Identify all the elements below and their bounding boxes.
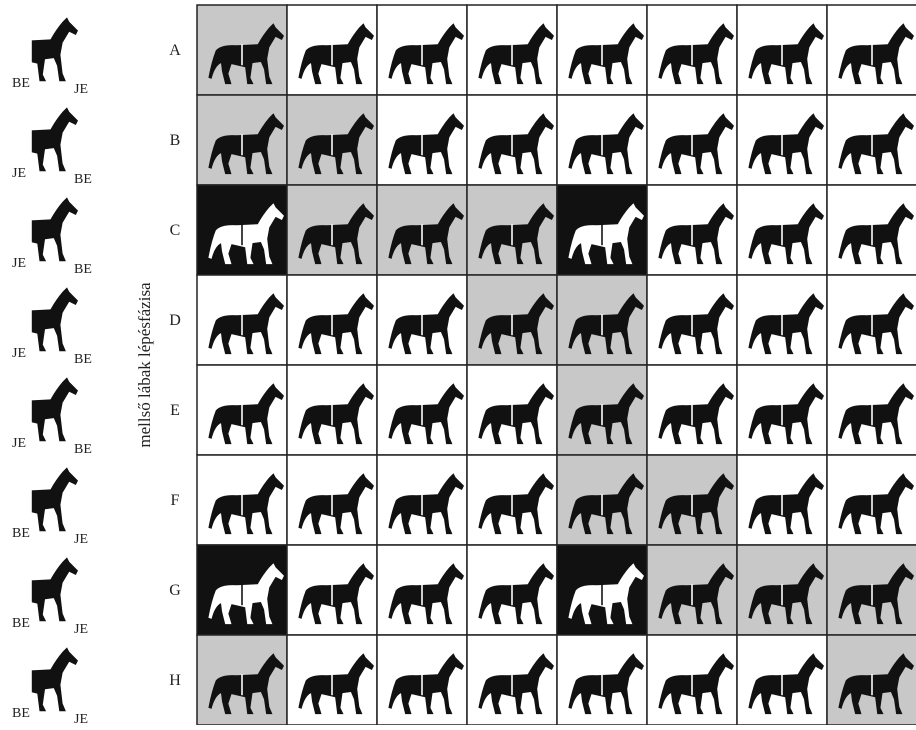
icon-label-right: BE — [74, 352, 92, 367]
cell — [826, 364, 916, 456]
cell — [196, 4, 288, 96]
icon-label-right: BE — [74, 262, 92, 277]
icon-label-left: BE — [12, 706, 30, 721]
axis-label: mellső lábak lépésfázisa — [135, 282, 154, 448]
cell — [736, 184, 828, 276]
icon-label-right: BE — [74, 172, 92, 187]
icon-label-right: JE — [74, 712, 88, 725]
cell — [376, 184, 468, 276]
icon-label-right: JE — [74, 622, 88, 637]
cell — [286, 634, 378, 726]
icon-label-left: JE — [12, 166, 26, 181]
cell — [826, 94, 916, 186]
cell — [286, 364, 378, 456]
leg-icon — [31, 377, 78, 442]
cell — [736, 94, 828, 186]
cell — [826, 4, 916, 96]
row-label: A — [169, 42, 181, 59]
cell — [646, 454, 738, 546]
cell — [646, 544, 738, 636]
cell — [736, 4, 828, 96]
row-label: E — [170, 402, 180, 419]
cell — [466, 274, 558, 366]
cell — [466, 94, 558, 186]
cell — [286, 454, 378, 546]
cell — [646, 184, 738, 276]
icon-label-left: BE — [12, 616, 30, 631]
row-label: G — [169, 582, 181, 599]
cell — [196, 544, 288, 636]
cell — [826, 184, 916, 276]
cell — [826, 634, 916, 726]
leg-icon — [31, 287, 78, 352]
cell — [196, 634, 288, 726]
cell — [736, 364, 828, 456]
cell — [646, 364, 738, 456]
leg-icon — [31, 107, 78, 172]
leg-icon — [31, 17, 78, 82]
leg-icon — [31, 197, 78, 262]
cell — [286, 274, 378, 366]
cell — [826, 454, 916, 546]
cell — [376, 364, 468, 456]
cell — [196, 274, 288, 366]
row-label: C — [170, 222, 181, 239]
cell — [466, 184, 558, 276]
cell — [376, 634, 468, 726]
icon-label-left: BE — [12, 76, 30, 91]
cell — [286, 94, 378, 186]
cell — [556, 274, 648, 366]
cell — [466, 4, 558, 96]
cell — [556, 544, 648, 636]
icon-label-left: JE — [12, 256, 26, 271]
cell — [466, 364, 558, 456]
cell — [376, 544, 468, 636]
cell — [646, 4, 738, 96]
icon-label-left: BE — [12, 526, 30, 541]
cell — [646, 94, 738, 186]
icon-label-left: JE — [12, 436, 26, 451]
cell — [466, 634, 558, 726]
cell — [376, 274, 468, 366]
cell — [376, 454, 468, 546]
cell — [646, 634, 738, 726]
cell — [556, 4, 648, 96]
cell — [376, 94, 468, 186]
leg-icon — [31, 647, 78, 712]
cell — [646, 274, 738, 366]
row-label: D — [169, 312, 181, 329]
row-label: H — [169, 672, 181, 689]
cell — [826, 274, 916, 366]
cell — [556, 94, 648, 186]
icon-label-left: JE — [12, 346, 26, 361]
cell — [196, 94, 288, 186]
leg-icon — [31, 557, 78, 622]
cell — [286, 544, 378, 636]
row-label: F — [171, 492, 180, 509]
cell — [736, 454, 828, 546]
cell — [196, 364, 288, 456]
cell — [556, 364, 648, 456]
cell — [196, 454, 288, 546]
icon-label-right: BE — [74, 442, 92, 457]
cell — [826, 544, 916, 636]
cell — [466, 454, 558, 546]
cell — [736, 274, 828, 366]
cell — [556, 454, 648, 546]
icon-label-right: JE — [74, 532, 88, 547]
cell — [376, 4, 468, 96]
cell — [196, 184, 288, 276]
cell — [556, 634, 648, 726]
cell — [286, 4, 378, 96]
cell — [466, 544, 558, 636]
cell — [286, 184, 378, 276]
cell — [556, 184, 648, 276]
icon-label-right: JE — [74, 82, 88, 97]
leg-icon — [31, 467, 78, 532]
cell — [736, 634, 828, 726]
row-label: B — [170, 132, 181, 149]
cell — [736, 544, 828, 636]
